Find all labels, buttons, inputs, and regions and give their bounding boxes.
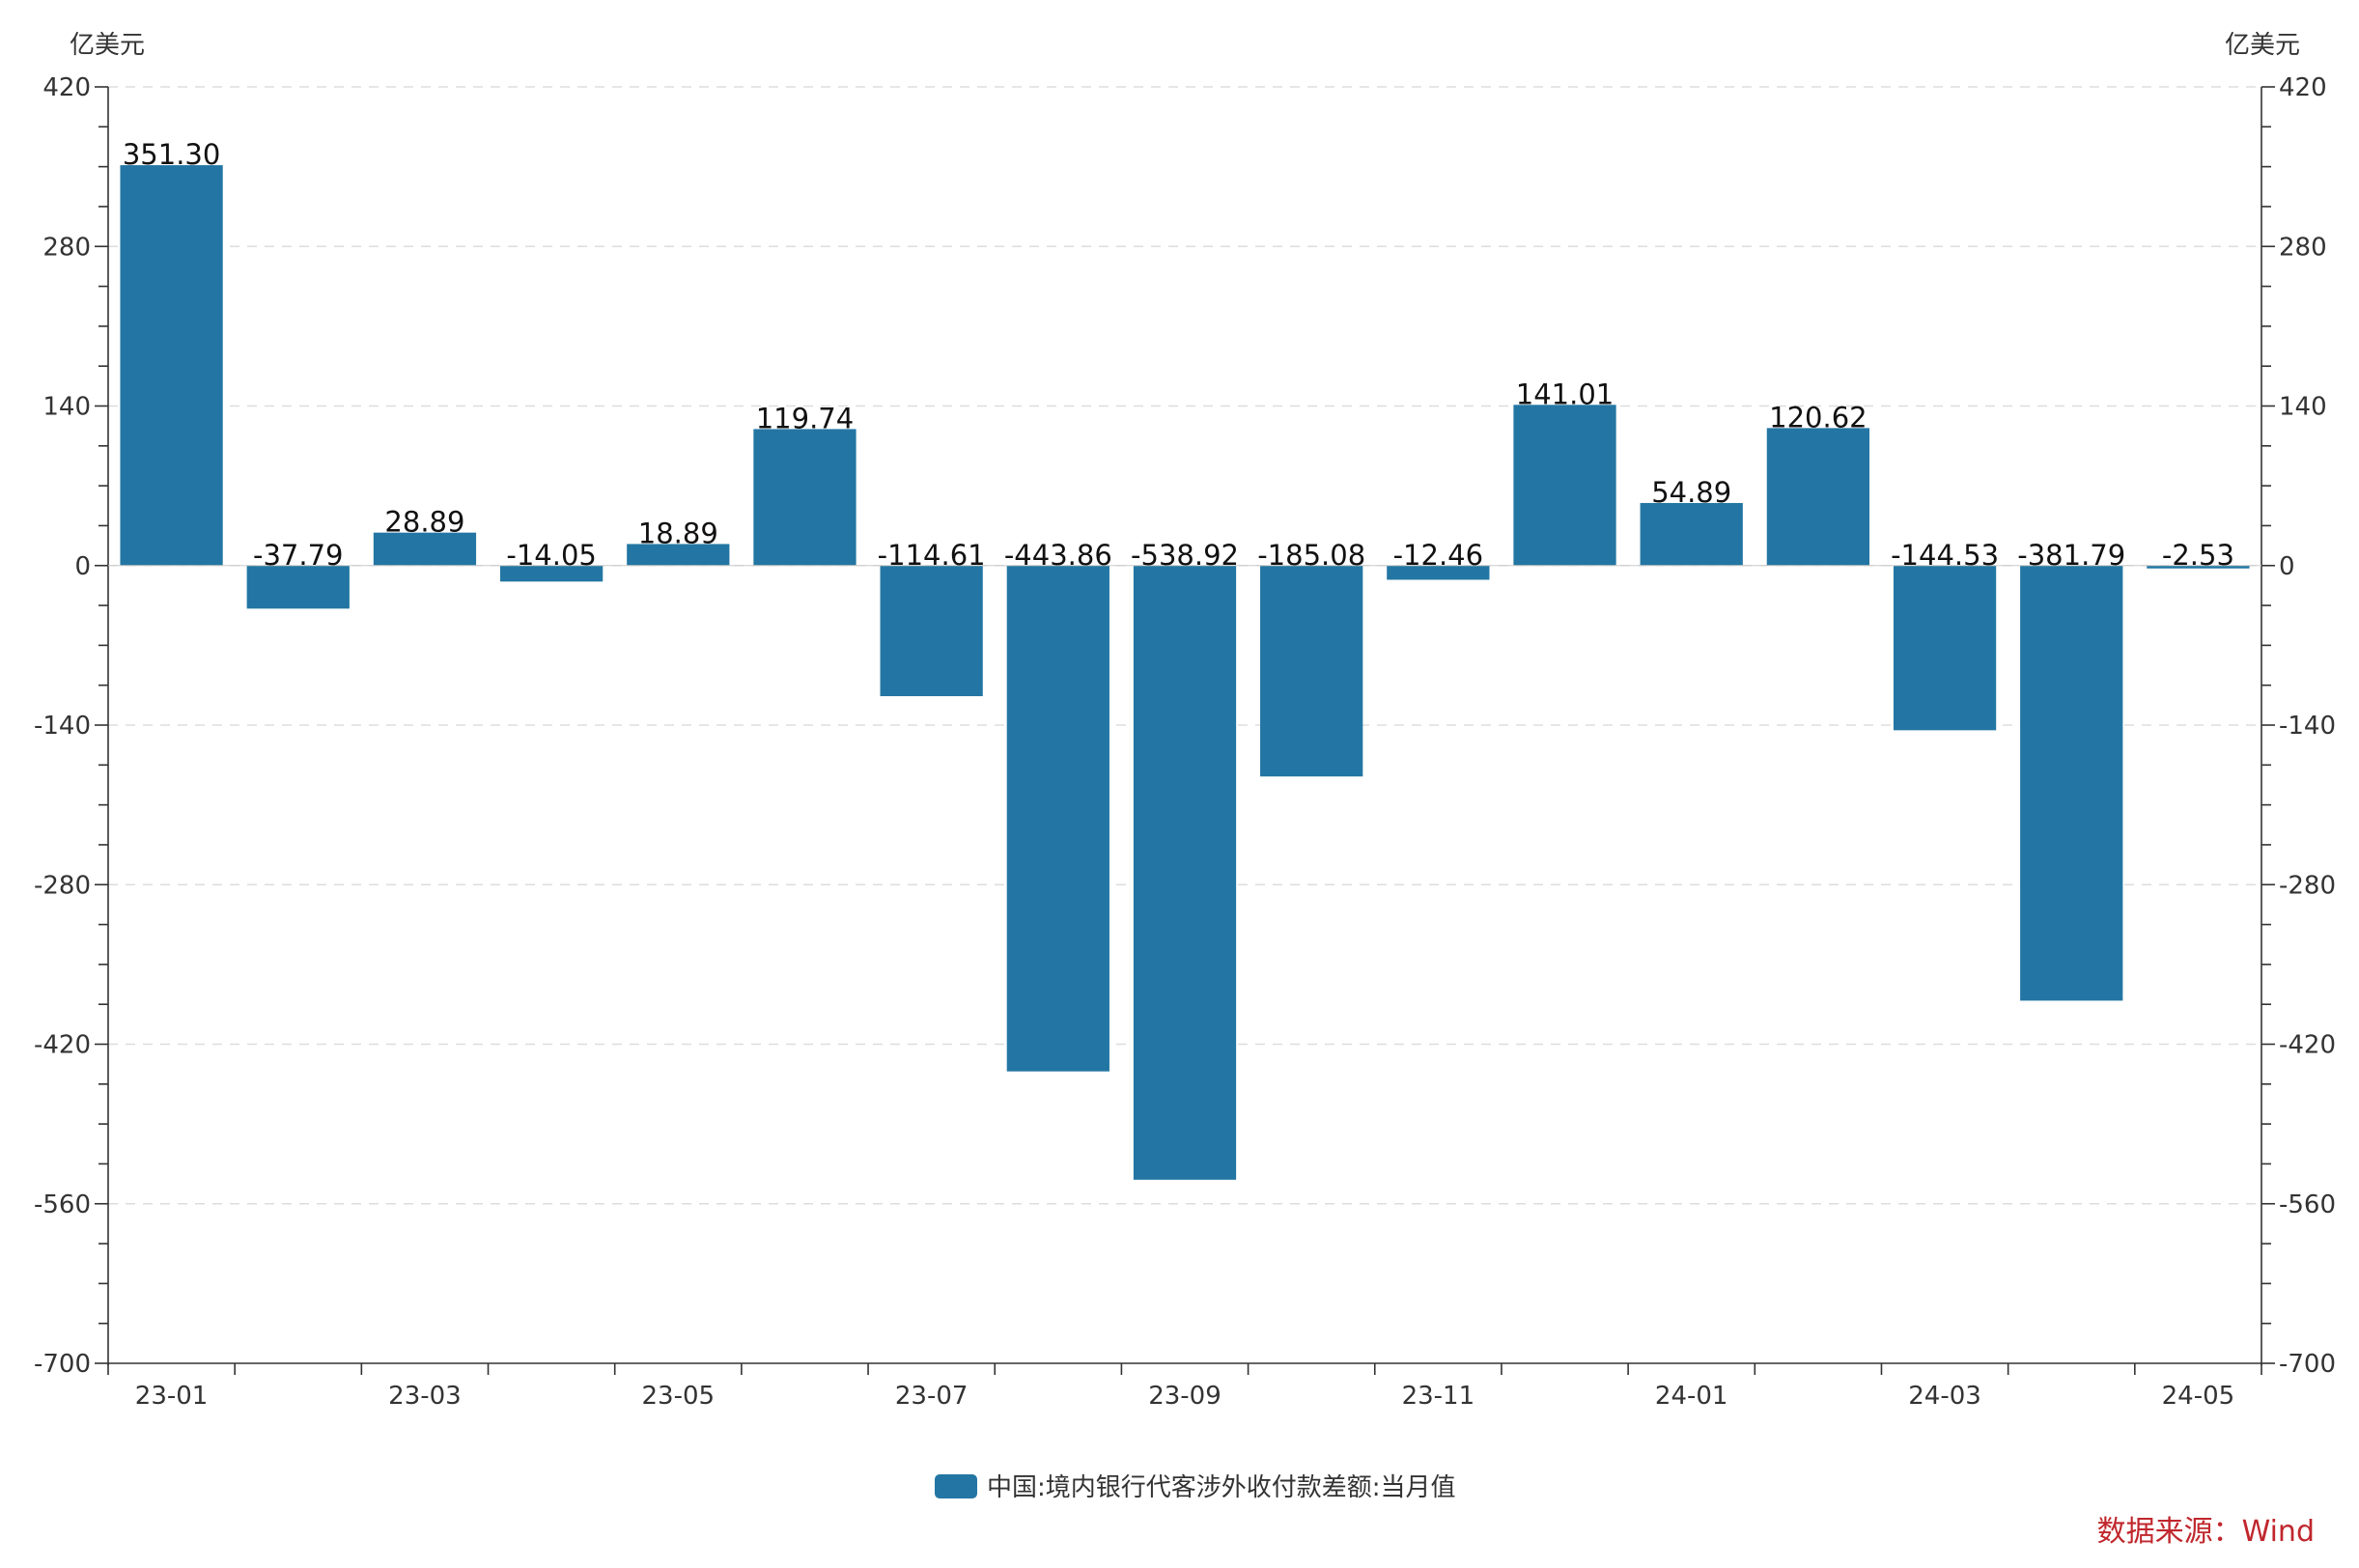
- data-label-24-04: -381.79: [2017, 539, 2125, 572]
- data-label-24-01: 54.89: [1651, 476, 1731, 509]
- y-tick-label-left: -140: [34, 712, 91, 741]
- y-tick-label-left: 140: [42, 393, 91, 422]
- bar-24-01: [1640, 502, 1743, 566]
- bar-23-09: [1133, 565, 1237, 1180]
- legend-swatch: [935, 1474, 977, 1498]
- y-tick-label-right: -700: [2279, 1350, 2336, 1379]
- data-label-23-01: 351.30: [123, 138, 220, 171]
- legend-label: 中国:境内银行代客涉外收付款差额:当月值: [987, 1473, 1456, 1502]
- data-label-23-03: 28.89: [384, 506, 464, 539]
- data-label-23-11: -12.46: [1393, 539, 1484, 572]
- bar-24-04: [2020, 565, 2123, 1001]
- bar-23-07: [880, 565, 983, 697]
- y-tick-label-right: 0: [2279, 552, 2295, 581]
- data-label-24-05: -2.53: [2162, 539, 2234, 572]
- y-tick-label-right: -140: [2279, 712, 2336, 741]
- y-tick-label-left: -280: [34, 871, 91, 900]
- y-tick-label-right: 280: [2279, 233, 2327, 262]
- data-label-23-05: 18.89: [638, 517, 718, 549]
- bar-23-04: [499, 565, 604, 582]
- y-tick-label-right: 420: [2279, 73, 2327, 102]
- x-tick-label: 23-03: [388, 1382, 462, 1411]
- y-tick-label-left: 0: [74, 552, 91, 581]
- bar-24-02: [1766, 428, 1870, 566]
- data-label-23-09: -538.92: [1131, 539, 1239, 572]
- data-label-24-03: -144.53: [1891, 539, 1999, 572]
- bars: [120, 165, 2250, 1180]
- x-tick-label: 24-03: [1908, 1382, 1981, 1411]
- bar-23-08: [1006, 565, 1109, 1072]
- bar-23-06: [753, 429, 857, 566]
- y-tick-label-right: -280: [2279, 871, 2336, 900]
- bar-23-11: [1387, 565, 1490, 580]
- data-label-23-07: -114.61: [878, 539, 986, 572]
- x-tick-label: 24-01: [1655, 1382, 1728, 1411]
- x-tick-label: 23-07: [895, 1382, 969, 1411]
- data-label-23-06: 119.74: [756, 402, 854, 434]
- y-tick-label-right: -420: [2279, 1031, 2336, 1060]
- data-label-24-02: 120.62: [1769, 401, 1867, 434]
- x-tick-label: 23-09: [1148, 1382, 1222, 1411]
- data-labels: 351.30 -37.79 28.89 -14.05 18.89 119.74 -114.6…: [123, 138, 2234, 572]
- bar-23-12: [1513, 405, 1616, 566]
- data-label-23-08: -443.86: [1004, 539, 1112, 572]
- bar-24-03: [1893, 565, 1997, 731]
- bar-23-02: [246, 565, 350, 609]
- left-unit-label: 亿美元: [70, 31, 145, 60]
- data-label-23-02: -37.79: [253, 539, 344, 572]
- bar-24-05: [2147, 565, 2250, 569]
- y-tick-label-right: 140: [2279, 393, 2327, 422]
- x-tick-label: 24-05: [2162, 1382, 2235, 1411]
- y-tick-label-left: 420: [42, 73, 91, 102]
- y-tick-label-right: -560: [2279, 1190, 2336, 1219]
- y-tick-label-left: -700: [34, 1350, 91, 1379]
- source-label: 数据来源：Wind: [2097, 1515, 2315, 1549]
- right-unit-label: 亿美元: [2225, 31, 2300, 60]
- x-tick-label: 23-05: [642, 1382, 716, 1411]
- x-tick-label: 23-11: [1402, 1382, 1475, 1411]
- bar-23-03: [373, 532, 477, 566]
- x-tick-label: 23-01: [135, 1382, 209, 1411]
- data-label-23-12: 141.01: [1516, 378, 1614, 410]
- y-tick-label-left: -420: [34, 1031, 91, 1060]
- legend[interactable]: 中国:境内银行代客涉外收付款差额:当月值: [935, 1473, 1456, 1502]
- bar-23-05: [627, 544, 730, 566]
- data-label-23-10: -185.08: [1257, 539, 1365, 572]
- y-tick-label-left: -560: [34, 1190, 91, 1219]
- bar-23-01: [120, 165, 223, 566]
- y-tick-label-left: 280: [42, 233, 91, 262]
- axes: 420 420 280 280 140 140 0 0 -140 -140 -280 -280 -420…: [34, 73, 2336, 1411]
- data-label-23-04: -14.05: [506, 539, 597, 572]
- bar-23-10: [1260, 565, 1363, 777]
